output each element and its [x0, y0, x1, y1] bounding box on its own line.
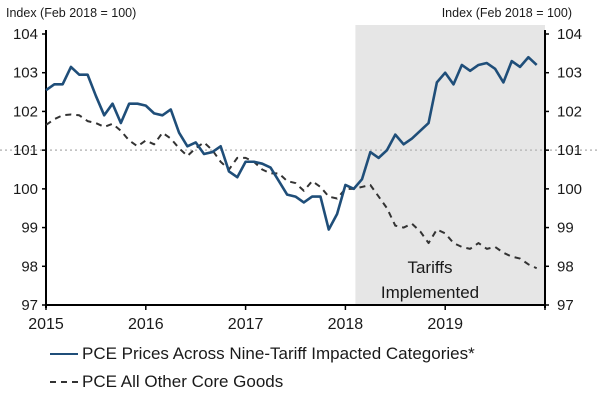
shaded-region-label-line1: Tariffs	[407, 258, 452, 277]
x-tick-label: 2016	[128, 316, 164, 333]
x-tick-label: 2019	[427, 316, 463, 333]
y-tick-label-right: 101	[557, 142, 582, 159]
x-axis: 2015 2016 2017 2018 2019	[28, 304, 546, 333]
series-line-tariff-categories	[45, 55, 538, 231]
shaded-region-label-line2: Implemented	[381, 283, 479, 302]
x-tick-label: 2018	[328, 316, 364, 333]
y-tick-label-left: 103	[13, 65, 38, 82]
series-layer	[45, 55, 538, 270]
y-tick-label-right: 104	[557, 26, 582, 43]
legend: PCE Prices Across Nine-Tariff Impacted C…	[50, 340, 475, 396]
y-tick-label-right: 97	[557, 297, 574, 314]
y-tick-label-left: 97	[21, 297, 38, 314]
y-tick-label-right: 100	[557, 181, 582, 198]
y-tick-label-left: 104	[13, 26, 38, 43]
y-tick-label-left: 101	[13, 142, 38, 159]
series-line-other-core-goods	[45, 113, 538, 270]
x-tick-label: 2015	[28, 316, 64, 333]
legend-solid-line-icon	[50, 353, 78, 355]
y-tick-label-left: 98	[21, 258, 38, 275]
legend-label: PCE Prices Across Nine-Tariff Impacted C…	[82, 344, 475, 363]
legend-dashed-line-icon	[50, 381, 78, 383]
y-tick-label-right: 99	[557, 220, 574, 237]
y-tick-label-left: 102	[13, 103, 38, 120]
left-y-axis: 97 98 99 100 101 102 103 104	[13, 26, 47, 314]
right-y-axis: 97 98 99 100 101 102 103 104	[544, 26, 582, 314]
y-tick-label-right: 98	[557, 258, 574, 275]
y-tick-label-left: 99	[21, 220, 38, 237]
y-tick-label-left: 100	[13, 181, 38, 198]
x-tick-label: 2017	[228, 316, 264, 333]
y-tick-label-right: 102	[557, 103, 582, 120]
left-axis-title: Index (Feb 2018 = 100)	[6, 6, 136, 20]
y-tick-label-right: 103	[557, 65, 582, 82]
right-axis-title: Index (Feb 2018 = 100)	[442, 6, 572, 20]
legend-label: PCE All Other Core Goods	[82, 372, 284, 391]
legend-item-dashed: PCE All Other Core Goods	[50, 368, 475, 396]
tariffs-shaded-region	[355, 25, 545, 305]
legend-item-solid: PCE Prices Across Nine-Tariff Impacted C…	[50, 340, 475, 368]
